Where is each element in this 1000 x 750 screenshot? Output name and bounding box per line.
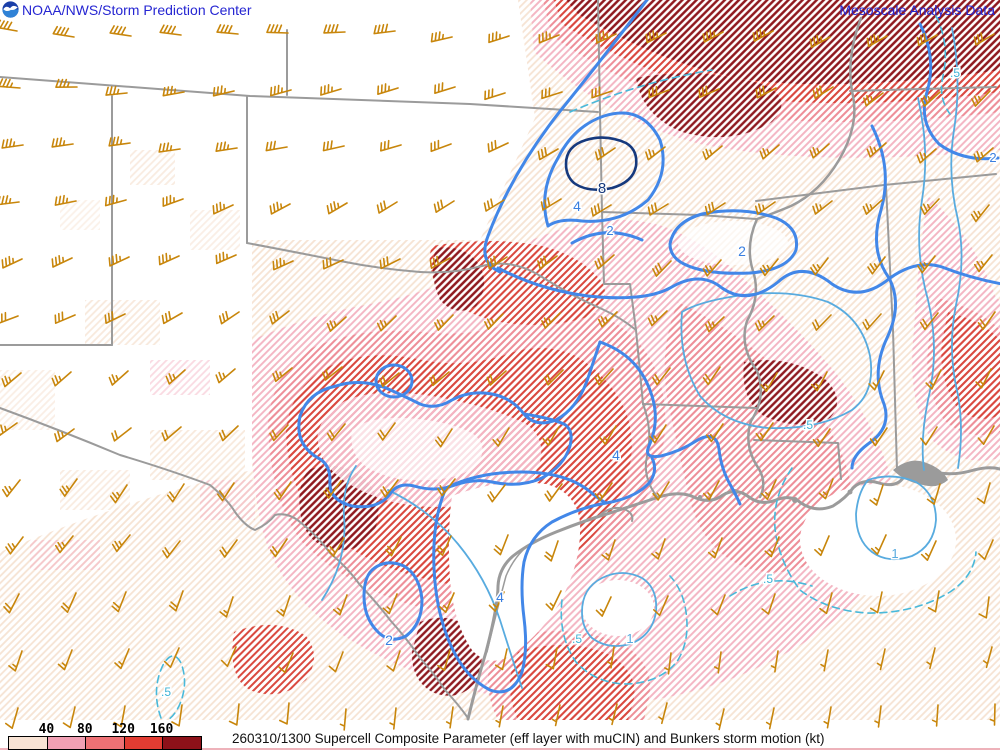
contour-label: 1 [626,631,633,646]
fill-color-scale [8,736,202,750]
color-scale-tick: 160 [149,722,174,737]
noaa-logo-icon [2,1,19,18]
scp-fill-regions [0,0,1000,720]
mississippi-delta [893,460,948,487]
color-scale-tick: 80 [76,722,93,737]
contour-label: 4 [612,447,620,463]
page-title: Mesoscale Analysis Data [839,2,995,18]
color-scale-segment [9,737,48,749]
contour-label: .5 [763,572,773,586]
header-bar: NOAA/NWS/Storm Prediction Center Mesosca… [0,0,1000,20]
contour-label: 4 [573,198,581,214]
scp-contours-dashed [155,15,977,720]
color-scale-segment [86,737,125,749]
color-scale-tick: 40 [38,722,55,737]
contour-label: 2 [738,243,746,259]
contour-label: .5 [803,418,813,432]
state-borders [0,0,1000,721]
contour-label: 8 [598,180,606,197]
contour-label: .5 [161,685,171,699]
color-scale-tick: 120 [111,722,135,737]
rio-grande-border [0,407,469,719]
contour-label: .5 [950,66,960,80]
map-caption: 260310/1300 Supercell Composite Paramete… [232,731,825,746]
contour-label: 4 [496,589,504,605]
site-title[interactable]: NOAA/NWS/Storm Prediction Center [22,2,252,18]
scp-contour-max [564,136,638,191]
contour-label: 1 [891,546,898,561]
contour-label: 2 [989,150,996,165]
mississippi-river [743,16,863,499]
contour-labels: 8 4 2 2 4 4 2 2 1 1 .5 .5 .5 .5 .5 [159,65,998,701]
sabine-border [642,403,659,499]
color-scale-segment [47,737,87,749]
color-scale-segment [163,737,201,749]
contour-label: 2 [385,632,393,648]
red-river-border [246,242,637,331]
bottom-divider [0,748,1000,750]
contour-label: .5 [572,632,582,646]
color-scale-segment [124,737,164,749]
contour-label: 2 [606,223,613,238]
scp-contours-solid [297,0,1000,694]
wind-barbs [0,19,996,731]
